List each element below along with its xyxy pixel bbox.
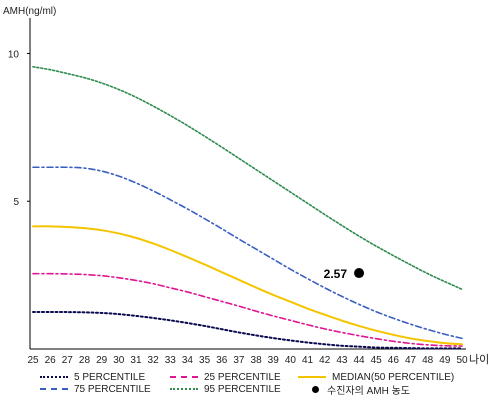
legend-swatch-p25 [170, 376, 198, 378]
x-tick-label: 50 [456, 355, 468, 366]
legend: 5 PERCENTILE 25 PERCENTILE MEDIAN(50 PER… [40, 371, 490, 397]
x-tick-label: 48 [422, 355, 434, 366]
y-tick-label: 10 [8, 49, 20, 60]
patient-value-label: 2.57 [324, 267, 348, 281]
x-tick-label: 27 [62, 355, 74, 366]
series-line-p75 [32, 166, 463, 340]
legend-label-p50: MEDIAN(50 PERCENTILE) [332, 371, 455, 383]
legend-label-p75: 75 PERCENTILE [74, 383, 151, 395]
axis-ticks: 25 26 27 28 29 30 31 32 33 34 35 36 37 38 39 40 41 42 43 44… [8, 49, 468, 366]
legend-label-p95: 95 PERCENTILE [204, 383, 281, 395]
legend-item-p50: MEDIAN(50 PERCENTILE) [298, 371, 454, 383]
x-tick-label: 26 [45, 355, 57, 366]
legend-dot-patient [312, 385, 319, 393]
legend-item-p25: 25 PERCENTILE [170, 371, 281, 383]
series-line-p50 [32, 225, 463, 346]
patient-amh-point [354, 268, 365, 279]
x-tick-label: 29 [96, 355, 108, 366]
patient-marker-layer: 2.57 [324, 267, 365, 281]
legend-swatch-p5 [40, 376, 68, 378]
series-line-p25 [32, 272, 463, 347]
x-axis-title: 나이 [469, 353, 489, 366]
x-tick-label: 43 [336, 355, 348, 366]
x-tick-label: 37 [233, 355, 245, 366]
x-tick-label: 41 [302, 355, 314, 366]
series-line-p95 [32, 65, 463, 291]
legend-item-p95: 95 PERCENTILE [170, 383, 281, 395]
legend-swatch-p75 [40, 388, 68, 390]
legend-swatch-p95 [170, 388, 198, 390]
x-tick-label: 36 [216, 355, 228, 366]
x-tick-label: 44 [353, 355, 365, 366]
x-tick-label: 34 [182, 355, 194, 366]
x-tick-label: 47 [405, 355, 417, 366]
x-tick-label: 49 [439, 355, 451, 366]
x-tick-label: 38 [251, 355, 263, 366]
legend-label-p25: 25 PERCENTILE [204, 371, 281, 383]
x-tick-label: 30 [113, 355, 125, 366]
legend-label-p5: 5 PERCENTILE [74, 371, 146, 383]
x-tick-label: 32 [148, 355, 160, 366]
x-tick-label: 40 [285, 355, 297, 366]
x-tick-label: 25 [27, 355, 39, 366]
x-tick-label: 35 [199, 355, 211, 366]
legend-item-patient: 수진자의 AMH 농도 [298, 383, 410, 397]
x-tick-label: 39 [268, 355, 280, 366]
legend-swatch-p50 [298, 376, 326, 378]
y-tick-label: 5 [13, 197, 19, 208]
y-axis-title: AMH(ng/ml) [3, 6, 56, 17]
x-tick-label: 28 [79, 355, 91, 366]
x-tick-label: 33 [165, 355, 177, 366]
series-layer [32, 65, 463, 350]
legend-item-p5: 5 PERCENTILE [40, 371, 145, 383]
x-tick-label: 45 [371, 355, 383, 366]
x-tick-label: 31 [130, 355, 142, 366]
x-tick-label: 46 [388, 355, 400, 366]
legend-label-patient: 수진자의 AMH 농도 [327, 385, 410, 397]
x-tick-label: 42 [319, 355, 331, 366]
legend-item-p75: 75 PERCENTILE [40, 383, 151, 395]
series-line-p5 [32, 311, 463, 350]
